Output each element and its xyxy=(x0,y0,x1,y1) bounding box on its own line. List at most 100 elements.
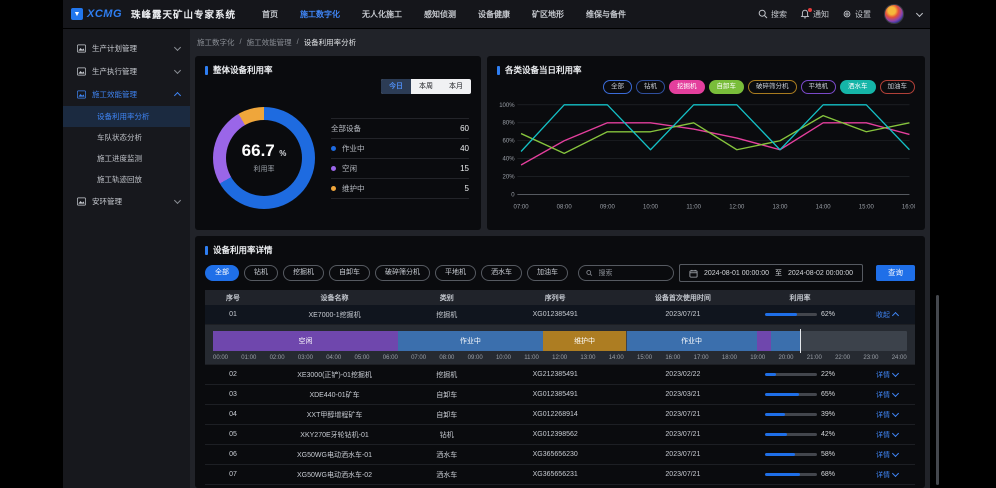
table-row[interactable]: 05 XKY270E牙轮钻机-01 钻机 XG012398562 2023/07/21 4… xyxy=(205,425,915,445)
topnav-item[interactable]: 矿区地形 xyxy=(532,9,565,19)
overall-utilization-panel: 整体设备利用率 今日 本周 本月 66.7 % 利用率 xyxy=(195,56,481,230)
topnav-item[interactable]: 感知侦测 xyxy=(424,9,457,19)
topnav-item[interactable]: 无人化施工 xyxy=(362,9,403,19)
timeline-segment: 空闲 xyxy=(213,331,399,351)
topnav-item[interactable]: 维保与备件 xyxy=(586,9,627,19)
chevron-down-icon[interactable] xyxy=(915,9,924,17)
cell-name: XKY270E牙轮钻机-01 xyxy=(300,431,369,439)
equipment-pill-破碎筛分机[interactable]: 破碎筛分机 xyxy=(748,80,797,94)
search-box[interactable] xyxy=(578,265,674,281)
sidebar-subitem[interactable]: 施工进度监测 xyxy=(97,154,142,163)
donut-chart: 66.7 % 利用率 xyxy=(213,107,315,209)
action-label: 详情 xyxy=(876,451,890,459)
table-row[interactable]: 07 XG50WG电动洒水车-02 洒水车 XG365656231 2023/07/21… xyxy=(205,465,915,485)
query-button[interactable]: 查询 xyxy=(876,265,915,281)
tab-本月[interactable]: 本月 xyxy=(449,83,463,90)
timeline-cursor[interactable] xyxy=(800,329,801,353)
equipment-pill-挖掘机[interactable]: 挖掘机 xyxy=(669,80,705,94)
cell-no: 02 xyxy=(229,371,237,378)
table-row[interactable]: 02 XE3000(正铲)-01挖掘机 挖掘机 XG212385491 2023/02/… xyxy=(205,365,915,385)
table-row[interactable]: 01 XE7000-1挖掘机 挖掘机 XG012385491 2023/07/21 62%… xyxy=(205,305,915,325)
timeline-axis-label: 18:00 xyxy=(721,355,737,361)
equipment-pill-自卸车[interactable]: 自卸车 xyxy=(708,80,744,94)
cell-type: 洒水车 xyxy=(436,451,458,459)
user-avatar[interactable] xyxy=(884,4,904,24)
settings-label: 设置 xyxy=(855,9,871,19)
search-button[interactable]: 搜索 xyxy=(758,9,787,20)
svg-text:14:00: 14:00 xyxy=(816,203,832,210)
detail-filter-挖掘机[interactable]: 挖掘机 xyxy=(283,265,324,281)
detail-filter-全部[interactable]: 全部 xyxy=(205,265,239,281)
bell-icon xyxy=(800,9,810,19)
svg-text:20%: 20% xyxy=(503,174,516,181)
timeline-axis-label: 02:00 xyxy=(269,355,285,361)
detail-filter-洒水车[interactable]: 洒水车 xyxy=(481,265,522,281)
topbar: ▼ XCMG 珠峰露天矿山专家系统 首页 施工数字化 无人化施工 感知侦测 设备健康 矿区… xyxy=(63,0,930,29)
cell-utilization: 39% xyxy=(741,411,859,418)
row-detail-link[interactable]: 详情 xyxy=(859,449,915,460)
equipment-pill-加油车[interactable]: 加油车 xyxy=(879,80,915,94)
search-input[interactable] xyxy=(596,268,666,278)
table-row[interactable]: 06 XG50WG电动洒水车-01 洒水车 XG365656230 2023/07/21… xyxy=(205,445,915,465)
detail-filter-平地机[interactable]: 平地机 xyxy=(435,265,476,281)
notification-badge xyxy=(808,8,812,12)
equipment-pill-洒水车[interactable]: 洒水车 xyxy=(840,80,876,94)
settings-button[interactable]: 设置 xyxy=(842,9,871,20)
table-row[interactable]: 03 XDE440-01矿车 自卸车 XG012385491 2023/03/21 65%… xyxy=(205,385,915,405)
row-detail-link[interactable]: 详情 xyxy=(859,429,915,440)
topnav-item[interactable]: 施工数字化 xyxy=(300,9,341,19)
main-content: 施工数字化 / 施工效能管理 / 设备利用率分析 整体设备利用率 今日 本周 本月 6 xyxy=(190,29,930,488)
breadcrumb-item[interactable]: 施工数字化 xyxy=(197,38,235,47)
row-collapse-link[interactable]: 收起 xyxy=(859,310,915,320)
sidebar-item[interactable]: 施工效能管理 xyxy=(63,83,190,106)
cell-serial: XG012268914 xyxy=(532,411,578,418)
legend-label: 维护中 xyxy=(342,183,365,193)
date-range-input[interactable]: 2024-08-01 00:00:00 至 2024-08-02 00:00:0… xyxy=(679,264,863,282)
sidebar-item[interactable]: 安环管理 xyxy=(63,190,190,213)
utilization-unit: % xyxy=(279,149,287,158)
detail-filter-钻机[interactable]: 钻机 xyxy=(244,265,278,281)
equipment-pill-钻机[interactable]: 钻机 xyxy=(636,80,665,94)
sidebar-subitem[interactable]: 施工轨迹回放 xyxy=(97,175,142,184)
row-detail-link[interactable]: 详情 xyxy=(859,409,915,420)
tab-今日[interactable]: 今日 xyxy=(381,79,411,94)
cell-type: 自卸车 xyxy=(436,411,458,419)
timeline-expanded-row: 空闲 作业中 维护中 作业中 00:00 01:00 02:00 03:00 04:00 05:0… xyxy=(205,325,915,365)
row-detail-link[interactable]: 详情 xyxy=(859,469,915,480)
topnav-item[interactable]: 首页 xyxy=(262,9,279,19)
cell-name: XG50WG电动洒水车-02 xyxy=(297,471,373,479)
detail-filter-pills: 全部 钻机 挖掘机 自卸车 破碎筛分机 平地机 洒水车 加油车 xyxy=(205,265,568,281)
gear-icon xyxy=(843,10,851,18)
utilization-percent: 65% xyxy=(820,391,835,398)
breadcrumb-item[interactable]: 设备利用率分析 xyxy=(303,38,357,47)
tab-本周[interactable]: 本周 xyxy=(419,83,433,90)
detail-filter-自卸车[interactable]: 自卸车 xyxy=(329,265,370,281)
breadcrumb-item[interactable]: 施工效能管理 xyxy=(246,38,292,47)
search-icon xyxy=(758,9,768,19)
date-from: 2024-08-01 00:00:00 xyxy=(704,269,769,277)
svg-text:16:00: 16:00 xyxy=(902,203,915,210)
scrollbar-thumb[interactable] xyxy=(936,295,939,485)
detail-filter-破碎筛分机[interactable]: 破碎筛分机 xyxy=(375,265,430,281)
sidebar-item[interactable]: 生产执行管理 xyxy=(63,60,190,83)
breadcrumb-separator: / xyxy=(239,37,242,46)
legend-value: 40 xyxy=(460,143,469,153)
detail-filter-加油车[interactable]: 加油车 xyxy=(527,265,568,281)
sidebar-subitem[interactable]: 设备利用率分析 xyxy=(63,106,190,127)
table-row[interactable]: 04 XXT甲醇增程矿车 自卸车 XG012268914 2023/07/21 39% 详情 xyxy=(205,405,915,425)
cell-name: XE3000(正铲)-01挖掘机 xyxy=(297,371,372,379)
sidebar-subitem[interactable]: 车队状态分析 xyxy=(97,133,142,142)
sidebar-item[interactable]: 生产计划管理 xyxy=(63,37,190,60)
utilization-bar-fill xyxy=(764,313,798,316)
row-detail-link[interactable]: 详情 xyxy=(859,389,915,400)
timeline-segment: 作业中 xyxy=(626,331,757,351)
sidebar: 生产计划管理 生产执行管理 施工效能管理 设备利用率分析车队状态分析 施工进度监测 施工轨… xyxy=(63,29,190,488)
equipment-pill-平地机[interactable]: 平地机 xyxy=(800,80,836,94)
timeline-axis-label: 06:00 xyxy=(382,355,398,361)
topnav-item[interactable]: 设备健康 xyxy=(478,9,511,19)
equipment-pill-全部[interactable]: 全部 xyxy=(603,80,632,94)
utilization-bar xyxy=(764,473,817,476)
notifications-button[interactable]: 通知 xyxy=(800,8,829,20)
row-detail-link[interactable]: 详情 xyxy=(859,369,915,380)
daily-panel-title: 各类设备当日利用率 xyxy=(497,64,915,76)
